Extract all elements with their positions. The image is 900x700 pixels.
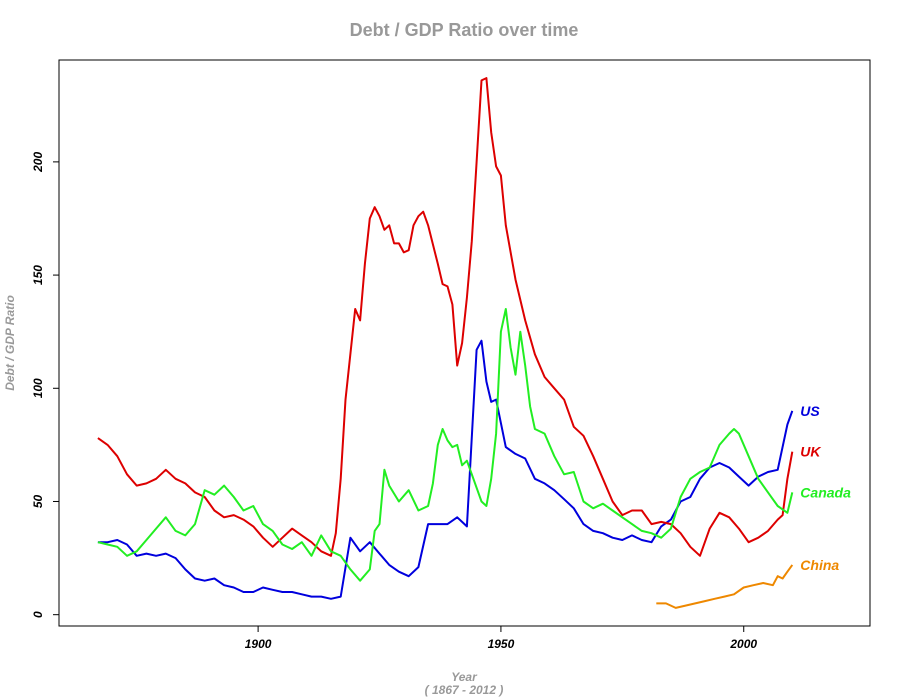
series-label-us: US <box>800 403 820 419</box>
y-axis: 0 50 100 150 200 <box>31 152 59 618</box>
y-tick-label-100: 100 <box>31 378 45 398</box>
x-tick-label-1900: 1900 <box>245 637 272 651</box>
plot-frame <box>58 59 871 627</box>
y-tick-label-50: 50 <box>31 494 45 508</box>
y-axis-label: Debt / GDP Ratio <box>3 295 17 391</box>
series-line-uk <box>97 77 794 557</box>
y-tick-label-150: 150 <box>31 265 45 285</box>
series-layer: US UK Canada China <box>97 77 851 609</box>
series-label-uk: UK <box>800 444 821 460</box>
series-line-canada <box>97 308 794 582</box>
series-line-us <box>97 339 794 600</box>
series-label-china: China <box>800 557 839 573</box>
x-axis-sublabel: ( 1867 - 2012 ) <box>425 683 504 697</box>
x-tick-label-1950: 1950 <box>488 637 515 651</box>
x-axis-label: Year <box>451 670 478 684</box>
x-tick-label-2000: 2000 <box>729 637 757 651</box>
chart-title: Debt / GDP Ratio over time <box>350 20 579 40</box>
y-tick-label-200: 200 <box>31 152 45 173</box>
x-axis: 1900 1950 2000 <box>245 626 757 651</box>
series-label-canada: Canada <box>800 484 851 500</box>
series-line-china <box>656 564 794 609</box>
y-tick-label-0: 0 <box>31 611 45 618</box>
